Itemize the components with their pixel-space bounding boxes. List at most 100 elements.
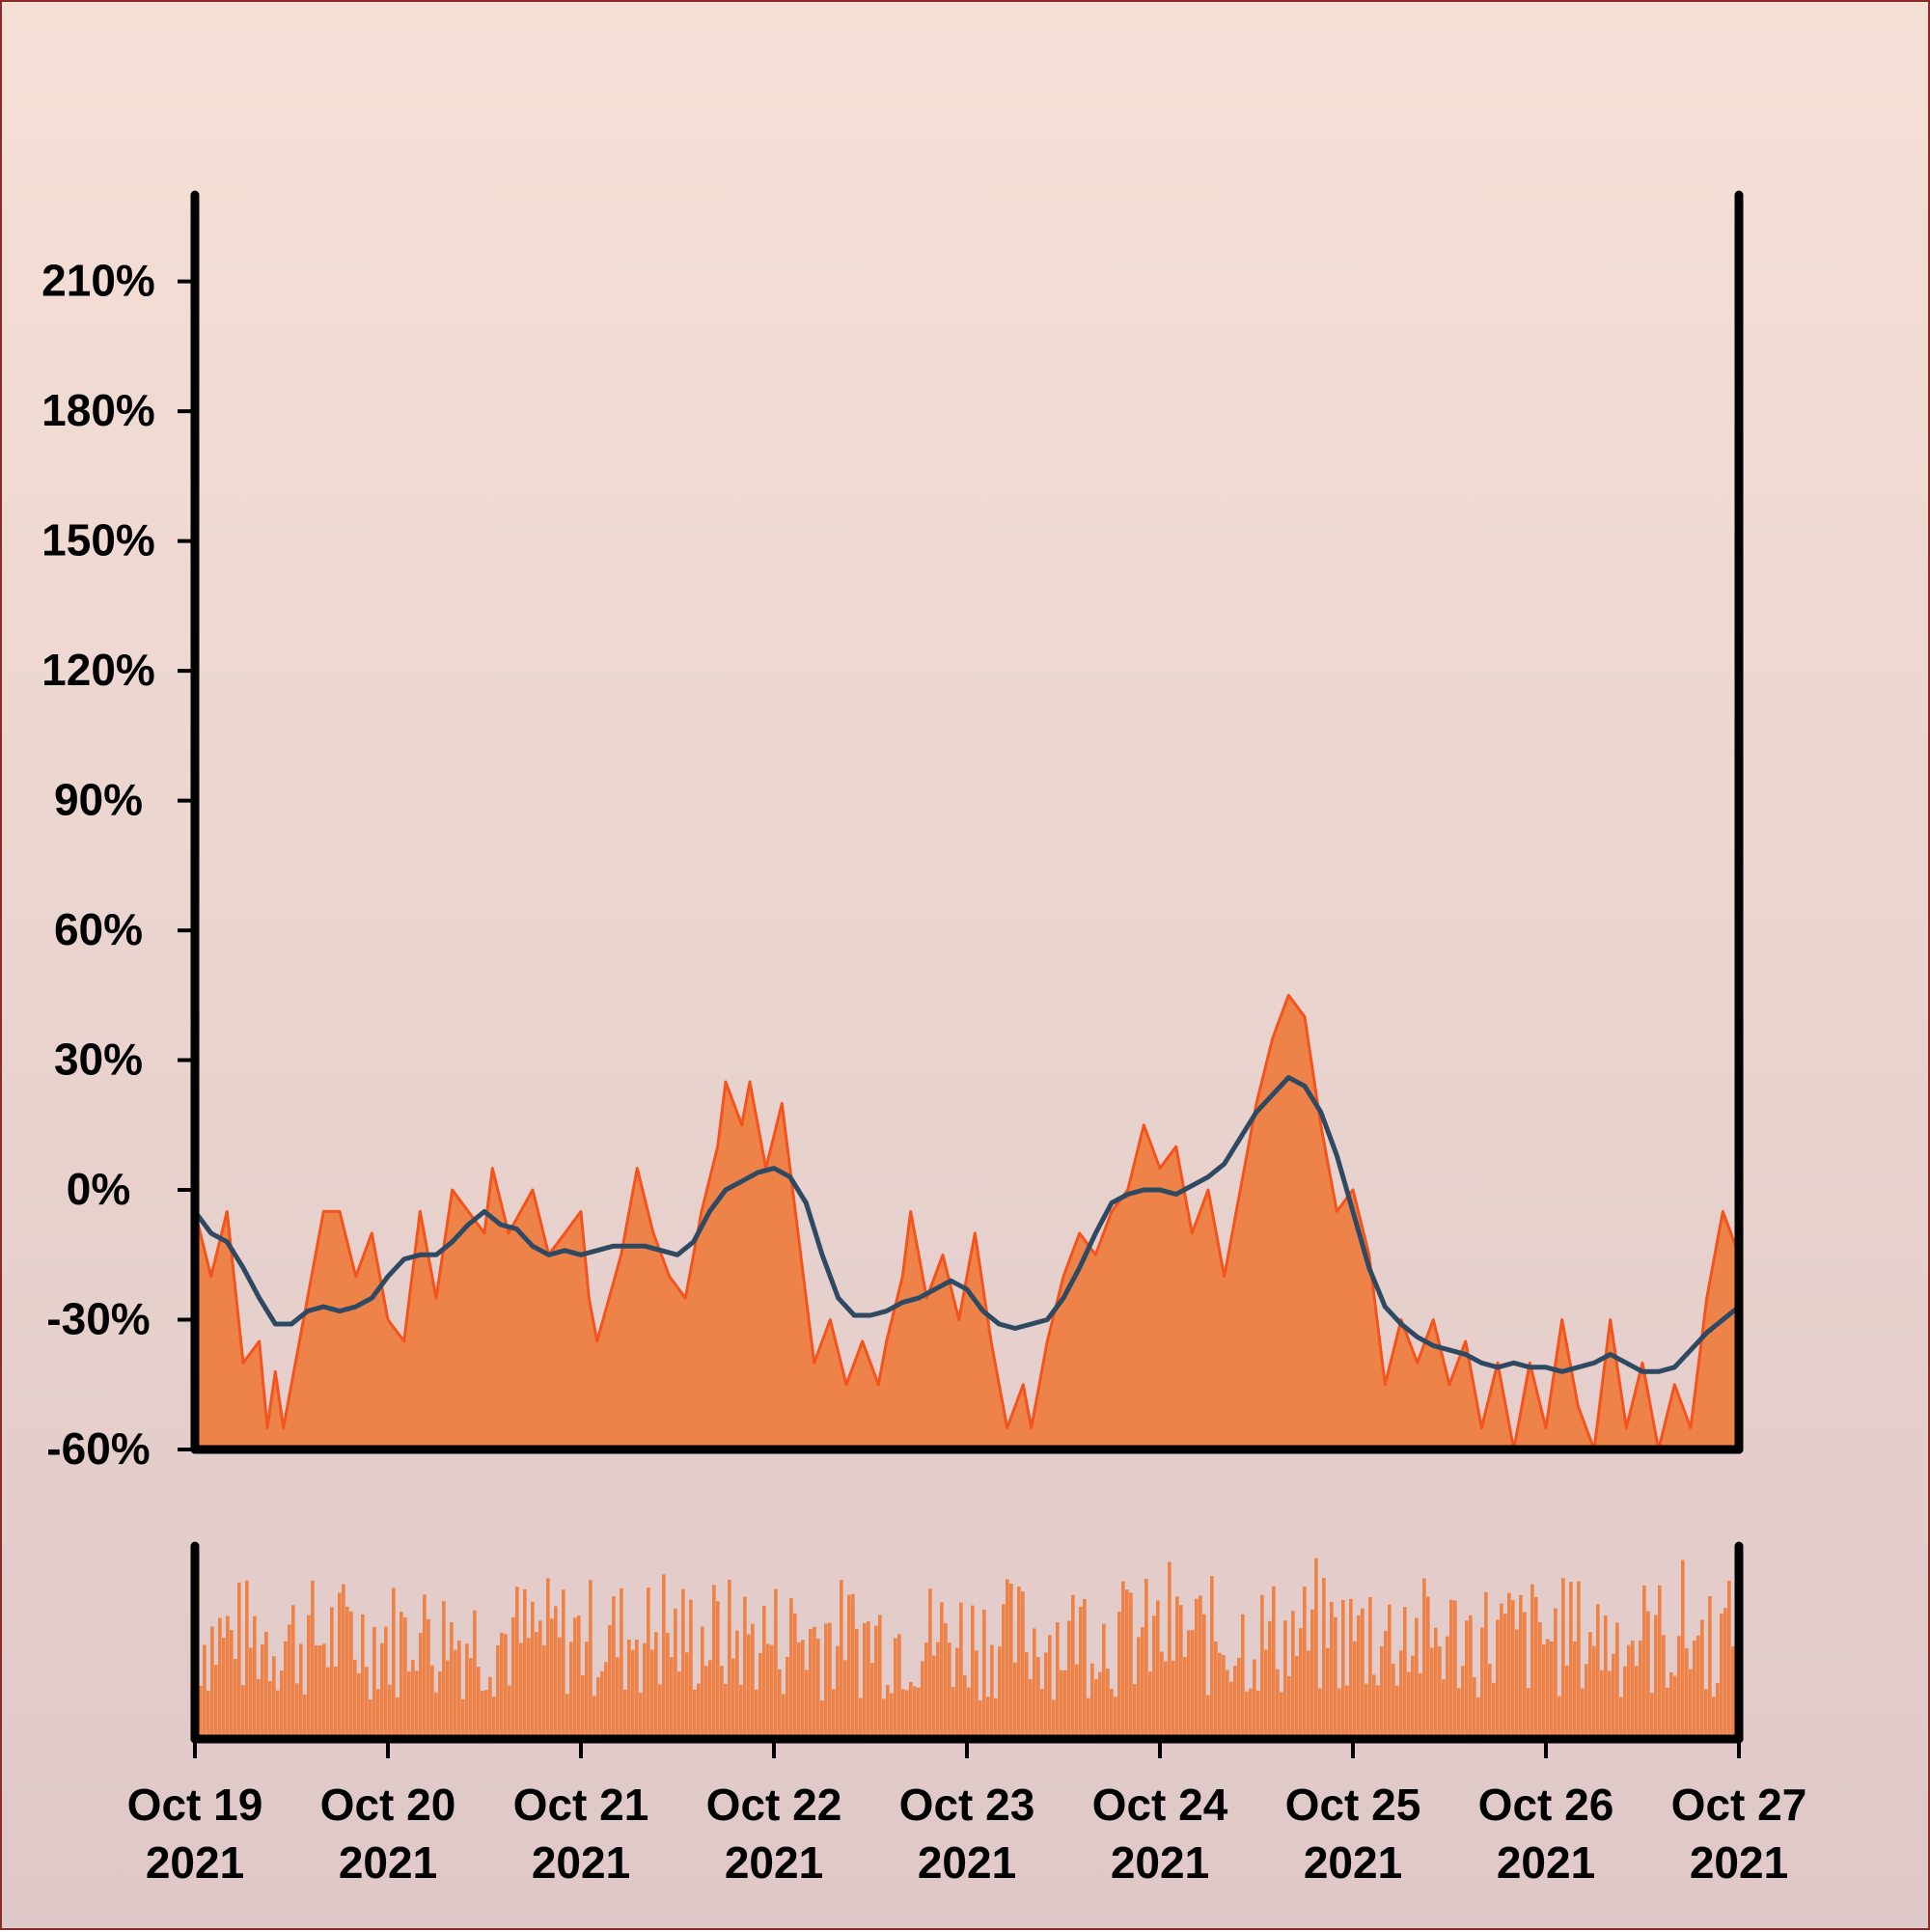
volume-bar [801, 1640, 805, 1739]
volume-bar [805, 1670, 809, 1739]
volume-bar [1368, 1597, 1372, 1739]
volume-bar [1627, 1644, 1631, 1739]
volume-bar [1168, 1561, 1172, 1739]
volume-bar [824, 1623, 828, 1739]
volume-bar [917, 1687, 921, 1739]
volume-bar [1635, 1666, 1639, 1739]
volume-bar [1052, 1699, 1056, 1739]
volume-bar [689, 1599, 693, 1739]
volume-bar [870, 1663, 874, 1739]
volume-bar [905, 1690, 909, 1739]
x-tick-label-line1: Oct 20 [320, 1780, 456, 1830]
volume-bar [199, 1686, 203, 1739]
volume-bar [210, 1626, 214, 1739]
volume-bar [1029, 1678, 1033, 1739]
volume-bar [693, 1689, 697, 1739]
volume-bar [944, 1623, 948, 1739]
volume-bar [376, 1689, 380, 1739]
volume-bar [403, 1617, 407, 1739]
x-tick-label-line1: Oct 21 [513, 1780, 649, 1830]
volume-bar [415, 1670, 419, 1739]
y-tick-label: -30% [46, 1294, 150, 1344]
volume-bar [1036, 1657, 1040, 1739]
volume-bar [1144, 1579, 1148, 1739]
volume-bar [1523, 1612, 1527, 1739]
volume-bar [1253, 1659, 1256, 1739]
volume-bar [1337, 1688, 1341, 1739]
volume-bar [712, 1585, 716, 1739]
volume-bar [1237, 1657, 1241, 1739]
volume-bar [1581, 1688, 1585, 1739]
volume-bar [1677, 1636, 1681, 1739]
volume-bar [546, 1578, 550, 1739]
volume-bar [647, 1587, 650, 1739]
volume-bar [1573, 1641, 1577, 1739]
volume-bar [975, 1650, 979, 1739]
volume-bar [531, 1601, 535, 1739]
volume-bar [1206, 1695, 1210, 1739]
volume-bar [407, 1671, 411, 1739]
volume-bar [261, 1644, 264, 1739]
volume-bar [1303, 1587, 1307, 1739]
volume-bar [1334, 1616, 1337, 1739]
volume-bar [924, 1642, 928, 1739]
x-tick-label-line2: 2021 [532, 1837, 630, 1888]
volume-bar [284, 1641, 288, 1739]
volume-bar [268, 1681, 272, 1739]
volume-bar [1272, 1586, 1276, 1739]
volume-bar [654, 1632, 658, 1739]
moving-average-line [195, 1075, 1739, 1374]
volume-bar [948, 1642, 951, 1739]
volume-bar [1222, 1655, 1226, 1739]
x-axis-ticks: Oct 19 2021 Oct 20 2021 Oct 21 2021 Oct 22 2021… [127, 1739, 1806, 1888]
volume-bar [1245, 1691, 1249, 1739]
volume-bar [1577, 1581, 1581, 1739]
volume-bar [921, 1661, 924, 1739]
volume-bar [1295, 1655, 1299, 1739]
volume-bar [481, 1691, 484, 1739]
volume-bar [338, 1592, 342, 1739]
volume-bar [322, 1643, 326, 1739]
volume-bar [704, 1666, 708, 1739]
volume-bar [932, 1655, 936, 1739]
volume-bar [1299, 1628, 1303, 1739]
volume-bar [349, 1611, 353, 1739]
volume-bar [1009, 1584, 1013, 1739]
volume-bar [249, 1647, 253, 1739]
volume-bar [1094, 1679, 1098, 1739]
volume-bar [496, 1644, 500, 1739]
volume-bar [1403, 1607, 1407, 1739]
volume-bar [797, 1642, 801, 1739]
volume-bar [1712, 1697, 1716, 1739]
volume-bar [1183, 1657, 1187, 1739]
volume-bar [1484, 1591, 1488, 1739]
volume-bar [1226, 1670, 1229, 1739]
volume-bar [1631, 1641, 1635, 1739]
x-tick-label-line1: Oct 24 [1092, 1780, 1228, 1830]
volume-bar [1006, 1579, 1009, 1739]
volume-bar [843, 1660, 847, 1739]
volume-bar [1148, 1671, 1152, 1739]
volume-bar [670, 1657, 674, 1739]
volume-bar [1538, 1622, 1542, 1739]
volume-bar [1407, 1671, 1411, 1739]
volume-bar [569, 1642, 573, 1739]
volume-bar [1365, 1683, 1368, 1739]
volume-bar [511, 1616, 515, 1739]
volume-bar [596, 1677, 600, 1739]
volume-bar [755, 1689, 758, 1739]
volume-bar [1465, 1620, 1469, 1739]
volume-bar [1307, 1650, 1310, 1739]
volume-bar [1060, 1670, 1063, 1739]
volume-bar [527, 1638, 531, 1739]
volume-bar [1330, 1601, 1334, 1739]
volume-bar [457, 1640, 461, 1739]
x-tick-label-line1: Oct 23 [899, 1780, 1035, 1830]
volume-bar [716, 1601, 720, 1739]
volume-bar [1021, 1591, 1025, 1739]
volume-bar [1569, 1582, 1573, 1739]
volume-bar [1349, 1598, 1353, 1739]
volume-bar [1179, 1605, 1183, 1739]
volume-bar [1276, 1669, 1280, 1739]
